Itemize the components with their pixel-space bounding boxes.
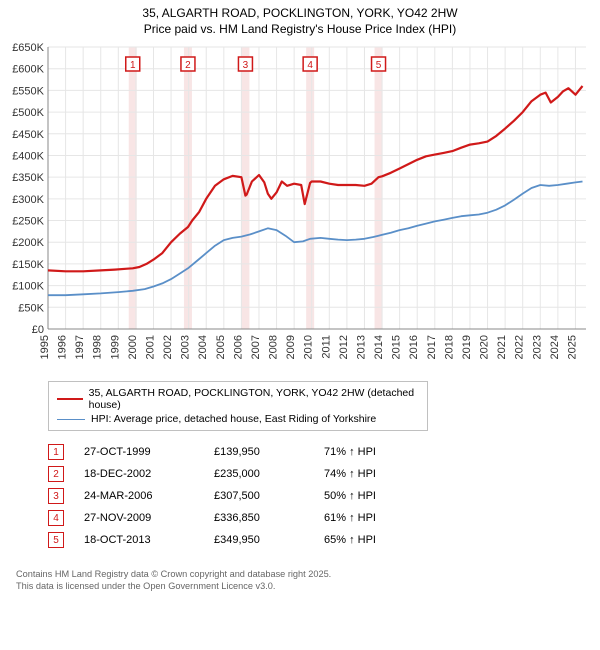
x-tick-label: 1999: [109, 335, 121, 359]
x-tick-label: 1998: [92, 335, 104, 359]
data-attribution: Contains HM Land Registry data © Crown c…: [16, 569, 592, 592]
x-tick-label: 2022: [514, 335, 526, 359]
sale-price: £235,000: [214, 468, 304, 480]
sale-badge: 1: [48, 444, 64, 460]
y-tick-label: £400K: [12, 151, 44, 163]
sale-date: 27-OCT-1999: [84, 446, 194, 458]
sale-row: 3 24-MAR-2006 £307,500 50% ↑ HPI: [48, 485, 592, 507]
footer-line-1: Contains HM Land Registry data © Crown c…: [16, 569, 592, 581]
x-tick-label: 2010: [303, 335, 315, 359]
x-tick-label: 2021: [496, 335, 508, 359]
x-tick-label: 1995: [39, 335, 51, 359]
sale-date: 18-DEC-2002: [84, 468, 194, 480]
sale-price: £336,850: [214, 512, 304, 524]
title-line-2: Price paid vs. HM Land Registry's House …: [8, 22, 592, 38]
sale-stripe: [184, 47, 192, 329]
sale-marker-num: 2: [185, 60, 191, 71]
x-tick-label: 2023: [531, 335, 543, 359]
x-tick-label: 2018: [443, 335, 455, 359]
footer-line-2: This data is licensed under the Open Gov…: [16, 581, 592, 593]
x-tick-label: 2025: [566, 335, 578, 359]
sales-table: 1 27-OCT-1999 £139,950 71% ↑ HPI 2 18-DEC-200…: [48, 441, 592, 551]
sale-pct-vs-hpi: 50% ↑ HPI: [324, 490, 414, 502]
x-tick-label: 2005: [215, 335, 227, 359]
x-tick-label: 2012: [338, 335, 350, 359]
x-tick-label: 2017: [426, 335, 438, 359]
x-tick-label: 2013: [355, 335, 367, 359]
x-tick-label: 2008: [268, 335, 280, 359]
title-line-1: 35, ALGARTH ROAD, POCKLINGTON, YORK, YO4…: [8, 6, 592, 22]
x-tick-label: 2001: [144, 335, 156, 359]
sale-pct-vs-hpi: 71% ↑ HPI: [324, 446, 414, 458]
sale-marker-num: 1: [130, 60, 136, 71]
x-tick-label: 2004: [197, 335, 209, 359]
legend-label: 35, ALGARTH ROAD, POCKLINGTON, YORK, YO4…: [89, 387, 419, 411]
sale-marker-num: 5: [376, 60, 382, 71]
sale-price: £349,950: [214, 534, 304, 546]
y-tick-label: £600K: [12, 64, 44, 76]
legend-item-hpi: HPI: Average price, detached house, East…: [57, 412, 419, 426]
sale-row: 1 27-OCT-1999 £139,950 71% ↑ HPI: [48, 441, 592, 463]
sale-price: £139,950: [214, 446, 304, 458]
x-tick-label: 2024: [549, 335, 561, 359]
x-tick-label: 2015: [391, 335, 403, 359]
price-chart: £0 £50K £100K £150K £200K £250K £300K £350K £400…: [8, 43, 592, 373]
x-tick-label: 1997: [74, 335, 86, 359]
sale-stripe: [375, 47, 383, 329]
sale-marker-num: 3: [243, 60, 249, 71]
legend-swatch: [57, 398, 83, 400]
y-tick-label: £50K: [18, 302, 44, 314]
legend: 35, ALGARTH ROAD, POCKLINGTON, YORK, YO4…: [48, 381, 428, 431]
sale-stripe: [306, 47, 314, 329]
x-tick-label: 2000: [127, 335, 139, 359]
y-tick-label: £300K: [12, 194, 44, 206]
sale-pct-vs-hpi: 61% ↑ HPI: [324, 512, 414, 524]
y-tick-label: £200K: [12, 237, 44, 249]
legend-label: HPI: Average price, detached house, East…: [91, 413, 376, 425]
sale-marker-num: 4: [307, 60, 313, 71]
sale-badge: 2: [48, 466, 64, 482]
legend-swatch: [57, 419, 85, 420]
x-tick-label: 2019: [461, 335, 473, 359]
x-tick-label: 2009: [285, 335, 297, 359]
y-tick-label: £500K: [12, 107, 44, 119]
sale-badge: 5: [48, 532, 64, 548]
y-tick-label: £150K: [12, 259, 44, 271]
sale-price: £307,500: [214, 490, 304, 502]
x-tick-label: 2007: [250, 335, 262, 359]
x-tick-label: 2014: [373, 335, 385, 359]
x-tick-label: 2002: [162, 335, 174, 359]
x-tick-label: 2003: [180, 335, 192, 359]
x-tick-label: 2020: [479, 335, 491, 359]
chart-svg: £0 £50K £100K £150K £200K £250K £300K £350K £400…: [8, 43, 592, 373]
y-tick-label: £100K: [12, 281, 44, 293]
sale-badge: 3: [48, 488, 64, 504]
sale-pct-vs-hpi: 74% ↑ HPI: [324, 468, 414, 480]
x-tick-label: 2011: [320, 335, 332, 359]
x-tick-label: 2006: [232, 335, 244, 359]
y-tick-label: £350K: [12, 172, 44, 184]
y-tick-label: £550K: [12, 86, 44, 98]
y-tick-label: £450K: [12, 129, 44, 141]
sale-row: 2 18-DEC-2002 £235,000 74% ↑ HPI: [48, 463, 592, 485]
x-tick-label: 2016: [408, 335, 420, 359]
sale-row: 5 18-OCT-2013 £349,950 65% ↑ HPI: [48, 529, 592, 551]
x-tick-label: 1996: [57, 335, 69, 359]
sale-date: 27-NOV-2009: [84, 512, 194, 524]
y-tick-label: £0: [32, 324, 44, 336]
sale-row: 4 27-NOV-2009 £336,850 61% ↑ HPI: [48, 507, 592, 529]
sale-date: 24-MAR-2006: [84, 490, 194, 502]
y-tick-label: £250K: [12, 216, 44, 228]
sale-pct-vs-hpi: 65% ↑ HPI: [324, 534, 414, 546]
sale-badge: 4: [48, 510, 64, 526]
sale-date: 18-OCT-2013: [84, 534, 194, 546]
y-tick-label: £650K: [12, 43, 44, 54]
chart-title: 35, ALGARTH ROAD, POCKLINGTON, YORK, YO4…: [8, 6, 592, 37]
legend-item-price-paid: 35, ALGARTH ROAD, POCKLINGTON, YORK, YO4…: [57, 386, 419, 412]
